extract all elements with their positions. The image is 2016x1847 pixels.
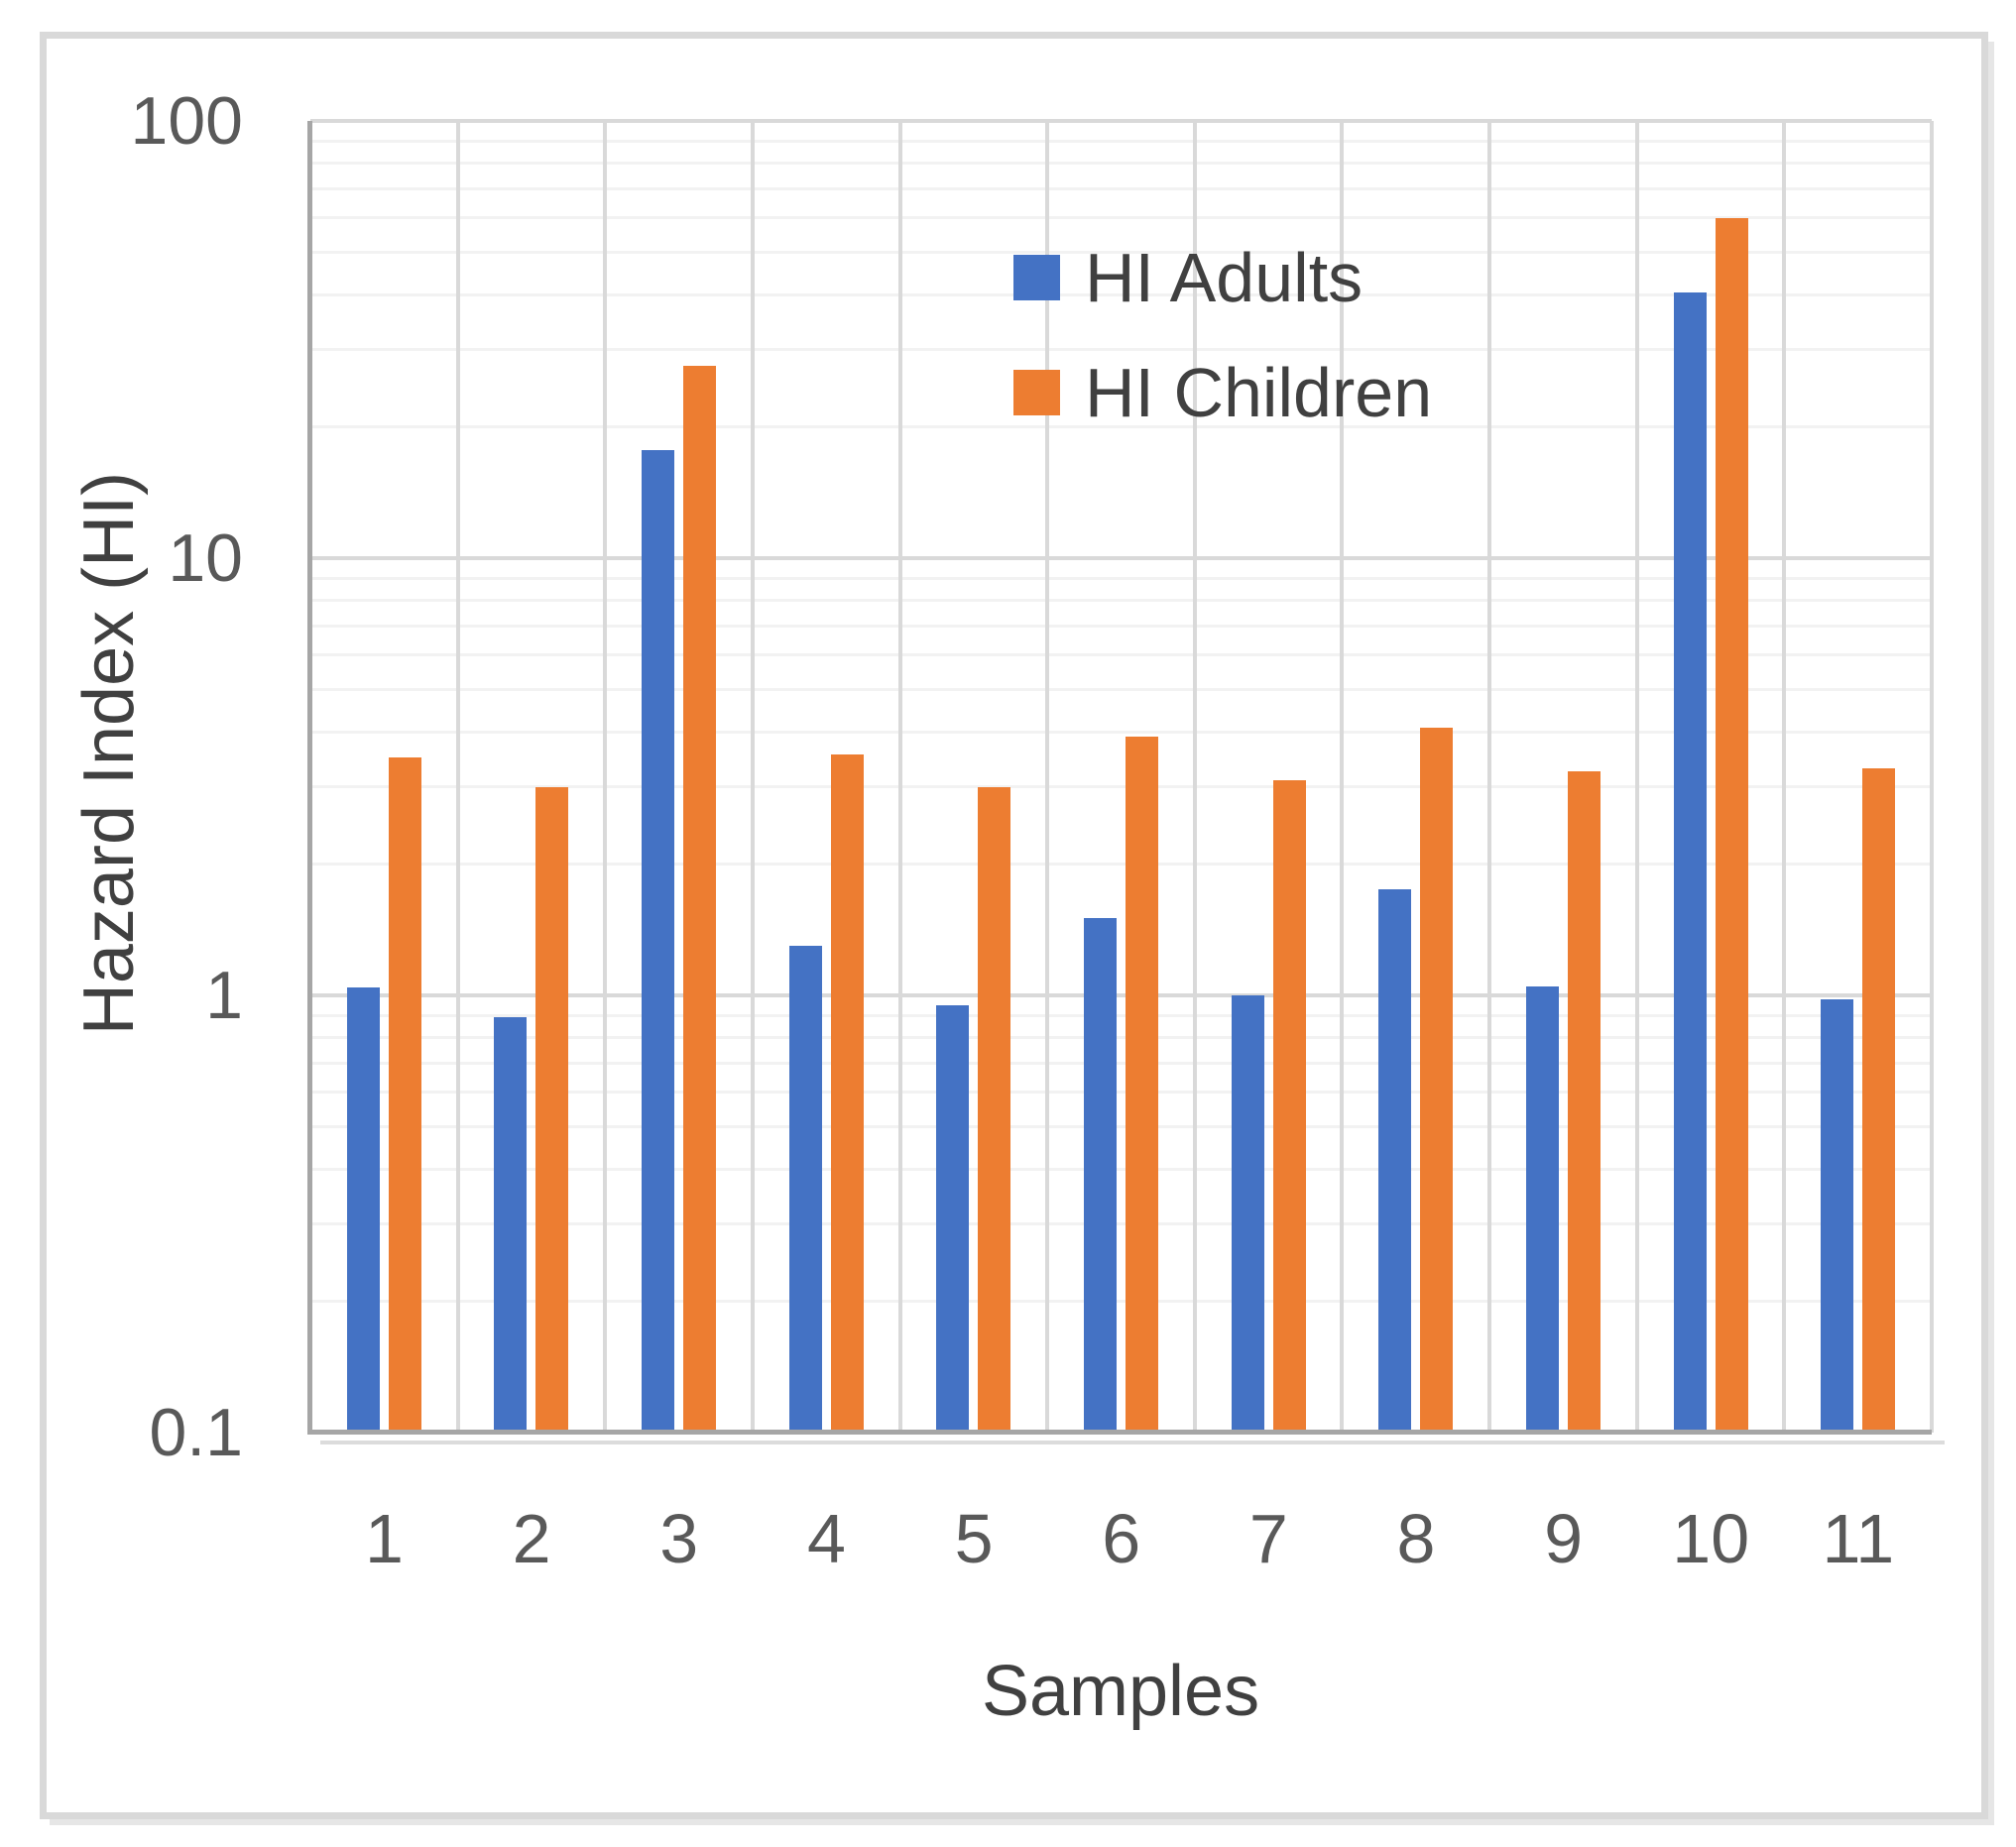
gridline-vertical-2: [603, 121, 608, 1433]
x-tick-6: 6: [1102, 1500, 1141, 1577]
gridline-vertical-9: [1634, 121, 1639, 1433]
figure-border-frame: [40, 32, 1988, 1819]
bar-hi-children-sample-10: [1715, 217, 1748, 1433]
gridline-minor-5: [310, 688, 1932, 692]
gridline-minor-0.9: [310, 1013, 1932, 1017]
gridline-minor-0.6000000000000001: [310, 1091, 1932, 1095]
x-tick-7: 7: [1248, 1500, 1288, 1577]
bar-hi-children-sample-7: [1272, 780, 1306, 1433]
x-tick-10: 10: [1672, 1500, 1750, 1577]
gridline-minor-0.4: [310, 1167, 1932, 1171]
y-axis-title: Hazard Index (HI): [69, 471, 149, 1036]
bar-hi-adults-sample-8: [1378, 888, 1412, 1433]
gridline-vertical-10: [1782, 121, 1787, 1433]
gridline-minor-9: [310, 576, 1932, 580]
gridline-vertical-6: [1192, 121, 1197, 1433]
gridline-minor-30: [310, 348, 1932, 352]
bar-hi-children-sample-1: [388, 757, 421, 1433]
gridline-vertical-4: [897, 121, 902, 1433]
y-tick-0.1: 0.1: [149, 1395, 243, 1470]
x-axis-title: Samples: [981, 1652, 1260, 1731]
bar-hi-adults-sample-9: [1525, 985, 1559, 1433]
x-axis-shadow: [320, 1441, 1945, 1444]
gridline-major-100: [310, 119, 1932, 123]
gridline-minor-0.7000000000000001: [310, 1061, 1932, 1065]
legend-item-hi-adults: HI Adults: [1013, 233, 1363, 322]
bar-hi-children-sample-4: [830, 754, 864, 1433]
gridline-minor-7: [310, 624, 1932, 628]
gridline-minor-40: [310, 292, 1932, 296]
legend-label-hi-adults: HI Adults: [1085, 239, 1364, 316]
bar-hi-adults-sample-4: [788, 945, 822, 1433]
gridline-vertical-5: [1045, 121, 1050, 1433]
y-tick-10: 10: [168, 520, 243, 596]
bar-hi-adults-sample-1: [346, 987, 380, 1433]
plot-area: [307, 119, 1945, 1444]
x-tick-2: 2: [512, 1500, 551, 1577]
bar-hi-adults-sample-5: [936, 1004, 970, 1433]
gridline-minor-0.30000000000000004: [310, 1222, 1932, 1226]
bar-hi-children-sample-8: [1420, 727, 1454, 1433]
legend-item-hi-children: HI Children: [1013, 348, 1432, 437]
gridline-minor-70: [310, 186, 1932, 190]
gridline-minor-50: [310, 251, 1932, 255]
gridline-vertical-1: [455, 121, 460, 1433]
bar-hi-adults-sample-2: [494, 1017, 528, 1433]
gridline-minor-6: [310, 653, 1932, 657]
legend-swatch-hi-children: [1013, 370, 1060, 415]
gridline-major-10: [310, 556, 1932, 560]
gridline-minor-0.8: [310, 1036, 1932, 1040]
gridline-minor-8: [310, 599, 1932, 603]
bar-hi-children-sample-9: [1567, 771, 1601, 1433]
gridline-minor-2: [310, 862, 1932, 866]
y-tick-1: 1: [205, 958, 243, 1033]
x-tick-3: 3: [659, 1500, 699, 1577]
gridline-vertical-11: [1930, 121, 1934, 1433]
bar-hi-children-sample-3: [683, 366, 717, 1433]
bar-hi-adults-sample-3: [642, 449, 675, 1433]
gridline-minor-60: [310, 216, 1932, 220]
y-tick-100: 100: [130, 83, 243, 159]
bar-hi-adults-sample-10: [1673, 292, 1707, 1433]
gridline-minor-3: [310, 785, 1932, 789]
gridline-minor-80: [310, 162, 1932, 166]
x-tick-11: 11: [1822, 1500, 1895, 1577]
bar-hi-children-sample-11: [1862, 768, 1896, 1433]
bar-hi-adults-sample-11: [1821, 998, 1854, 1433]
gridline-minor-4: [310, 730, 1932, 734]
x-tick-9: 9: [1544, 1500, 1584, 1577]
x-tick-8: 8: [1396, 1500, 1436, 1577]
gridline-minor-0.5: [310, 1125, 1932, 1129]
bar-hi-adults-sample-7: [1231, 995, 1264, 1433]
legend-swatch-hi-adults: [1013, 255, 1060, 300]
bar-hi-adults-sample-6: [1084, 918, 1117, 1433]
gridline-vertical-3: [750, 121, 755, 1433]
y-axis-line: [307, 121, 312, 1433]
x-tick-4: 4: [806, 1500, 846, 1577]
x-tick-5: 5: [954, 1500, 994, 1577]
gridline-vertical-7: [1340, 121, 1345, 1433]
gridline-major-1: [310, 993, 1932, 997]
bar-hi-children-sample-2: [535, 786, 569, 1433]
legend-label-hi-children: HI Children: [1085, 354, 1433, 431]
bar-hi-children-sample-6: [1126, 737, 1158, 1433]
x-axis-line: [307, 1430, 1932, 1435]
gridline-minor-90: [310, 139, 1932, 143]
x-tick-1: 1: [365, 1500, 404, 1577]
gridline-minor-20: [310, 424, 1932, 428]
bar-hi-children-sample-5: [978, 786, 1011, 1433]
gridline-minor-0.2: [310, 1299, 1932, 1303]
gridline-vertical-8: [1487, 121, 1492, 1433]
